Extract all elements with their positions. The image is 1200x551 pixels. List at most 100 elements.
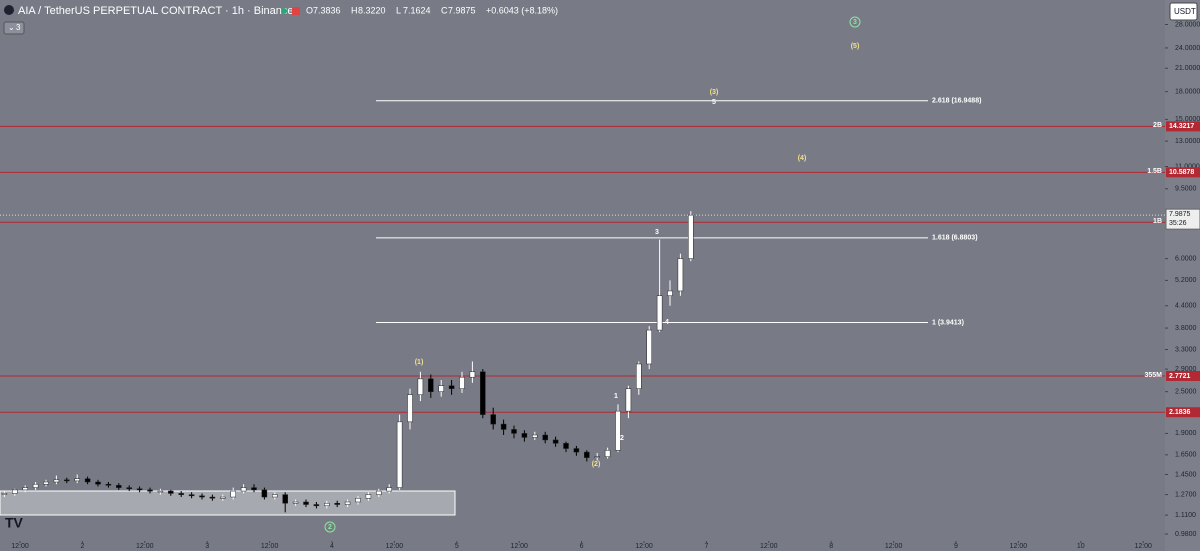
candle-body [261, 489, 268, 498]
candle-body [344, 501, 351, 505]
change-value: +0.6043 (+8.18%) [486, 5, 558, 15]
candle-body [240, 487, 247, 492]
candle-body [230, 490, 236, 498]
candle-body [95, 481, 101, 485]
candle-body [282, 494, 288, 504]
candle-body [84, 478, 91, 483]
candle-body [563, 443, 569, 449]
range-box [0, 490, 456, 516]
y-tick-label: 18.0000 [1175, 89, 1200, 96]
level-name: 1.5B [1147, 168, 1162, 175]
candle-body [500, 423, 507, 430]
y-tick-label: 11.0000 [1175, 163, 1200, 170]
indicators-toggle[interactable] [3, 21, 25, 35]
last-price-label: 7.9875 [1169, 211, 1191, 218]
candle-body [64, 479, 70, 482]
y-tick-label: 1.4500 [1175, 471, 1197, 478]
candle-body [32, 483, 39, 488]
level-name: 355M [1144, 372, 1162, 379]
candle-body [625, 388, 632, 412]
candle-body [116, 485, 122, 488]
y-tick-label: 1.6500 [1175, 452, 1197, 459]
x-tick-label: 12:00 [1134, 543, 1152, 550]
candle-body [199, 495, 205, 498]
candle-body [355, 498, 361, 503]
candle-body [521, 433, 528, 438]
x-tick-label: 12:00 [510, 543, 528, 550]
indicator-count: 3 [16, 23, 21, 32]
level-name: 2B [1153, 122, 1162, 129]
alert-icon [292, 7, 300, 15]
fib-label: 1.618 (6.8803) [932, 235, 978, 242]
candle-body [532, 434, 538, 438]
candle-body [417, 378, 424, 396]
candle-body [480, 371, 486, 415]
candle-body [74, 478, 80, 482]
candle-body [448, 385, 455, 389]
x-tick-label: 12:00 [1010, 543, 1028, 550]
candle-body [542, 434, 548, 441]
currency-button[interactable] [1169, 2, 1198, 21]
y-tick-label: 15.0000 [1175, 116, 1200, 123]
x-tick-label: 10 [1077, 543, 1085, 550]
y-tick-label: 2.9000 [1175, 366, 1197, 373]
currency-label: USDT [1174, 7, 1196, 16]
candle-body [656, 295, 663, 331]
candle-body [667, 290, 673, 296]
candle-body [490, 414, 496, 425]
candle-body [594, 456, 600, 458]
level-tag [1166, 121, 1200, 132]
wave-label: 2 [328, 524, 332, 531]
wave-label: 2 [620, 435, 624, 442]
wave-label: (5) [851, 43, 860, 50]
candle-body [22, 487, 28, 491]
chart-title: AIA / TetherUS PERPETUAL CONTRACT · 1h ·… [18, 5, 294, 17]
candle-body [604, 450, 611, 457]
candle-body [438, 385, 444, 392]
candle-body [584, 451, 590, 458]
candle-body [157, 490, 164, 493]
wave-label: 1 [614, 393, 618, 400]
wave-label: 5 [712, 99, 716, 106]
candle-body [251, 487, 257, 491]
level-tag [1166, 407, 1200, 418]
y-tick-label: 24.0000 [1175, 45, 1200, 52]
x-tick-label: 4 [330, 543, 334, 550]
countdown: 35:26 [1169, 220, 1187, 227]
price-axis-panel [1165, 0, 1200, 551]
y-tick-label: 4.4000 [1175, 303, 1197, 310]
ohlc-key: H [351, 5, 358, 15]
candle-body [313, 504, 320, 507]
level-price: 2.7721 [1169, 373, 1191, 380]
candle-body [272, 494, 278, 498]
level-tag [1166, 167, 1200, 178]
y-tick-label: 21.0000 [1175, 65, 1200, 72]
y-tick-label: 2.5000 [1175, 389, 1197, 396]
y-tick-label: 9.5000 [1175, 186, 1197, 193]
candle-body [136, 488, 143, 491]
x-tick-label: 2 [80, 543, 84, 550]
level-tag [1166, 370, 1200, 381]
candle-body [303, 501, 309, 505]
ohlc-legend: O 7.3836 H 8.3220 L 7.1624 C 7.9875 +0.6043 (+8.… [306, 5, 558, 15]
logo: TV [5, 515, 24, 531]
level-price: 2.1836 [1169, 409, 1191, 416]
candle-body [53, 479, 60, 483]
candle-body [573, 448, 580, 453]
wave-label: (2) [592, 461, 601, 468]
x-tick-label: 12:00 [635, 543, 653, 550]
x-tick-label: 12:00 [136, 543, 154, 550]
level-price: 10.5878 [1169, 169, 1194, 176]
x-tick-label: 9 [954, 543, 958, 550]
ohlc-value: 7.3836 [313, 5, 341, 15]
candle-body [677, 258, 684, 292]
x-tick-label: 7 [704, 543, 708, 550]
fib-label: 1 (3.9413) [932, 319, 964, 326]
ohlc-key: L [396, 5, 401, 15]
candle-body [147, 489, 153, 492]
candle-body [428, 378, 434, 392]
y-tick-label: 1.1100 [1175, 512, 1196, 519]
candle-body [334, 502, 340, 505]
candle-body [469, 371, 476, 378]
